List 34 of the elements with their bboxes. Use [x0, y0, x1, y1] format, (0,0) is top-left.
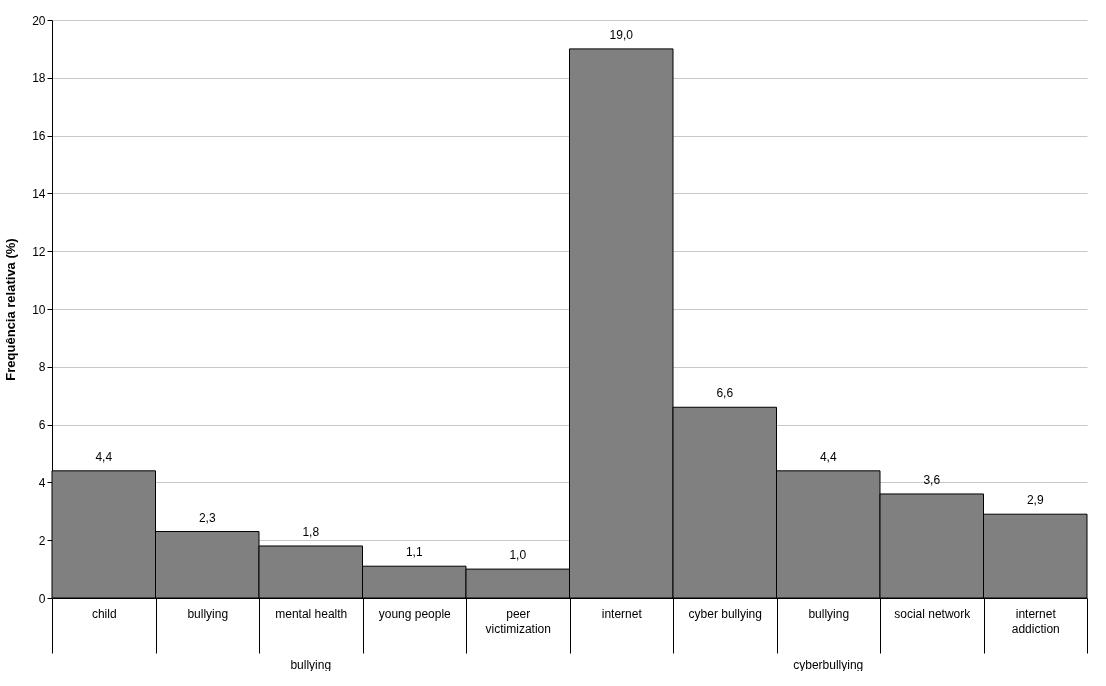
- data-label: 2,9: [1026, 493, 1044, 508]
- x-tick-label: internet addiction: [1011, 606, 1060, 636]
- y-tick-label: 14: [32, 186, 46, 201]
- x-tick-label: cyber bullying: [688, 606, 762, 621]
- y-tick-label: 4: [38, 475, 46, 490]
- data-label: 19,0: [609, 27, 634, 42]
- y-tick-label: 6: [38, 418, 46, 433]
- x-tick-label: mental health: [275, 606, 348, 621]
- data-label: 2,3: [198, 510, 216, 525]
- y-tick-label: 10: [32, 302, 46, 317]
- y-tick-label: 2: [38, 533, 46, 548]
- x-tick-label: bullying: [187, 606, 229, 621]
- x-tick-label: bullying: [808, 606, 850, 621]
- data-label: 6,6: [716, 386, 734, 401]
- y-tick-label: 0: [38, 591, 46, 606]
- y-axis-title: Frequência relativa (%): [3, 238, 19, 381]
- y-tick-label: 8: [38, 360, 46, 375]
- x-tick-label: peer victimization: [485, 606, 551, 636]
- data-label: 4,4: [819, 449, 837, 464]
- x-tick-label: social network: [894, 606, 972, 621]
- y-tick-label: 20: [32, 13, 46, 28]
- x-tick-label: young people: [378, 606, 452, 621]
- y-tick-label: 18: [32, 71, 46, 86]
- text: bullying: [290, 658, 332, 672]
- text: cyberbullying: [793, 658, 864, 672]
- x-tick-label: child: [91, 606, 117, 621]
- data-label: 1,8: [302, 524, 320, 539]
- data-label: 1,0: [509, 548, 527, 563]
- y-tick-label: 16: [32, 129, 46, 144]
- x-tick-label: internet: [601, 606, 643, 621]
- data-label: 1,1: [405, 545, 423, 560]
- data-label: 3,6: [923, 472, 941, 487]
- y-tick-label: 12: [32, 244, 46, 259]
- data-label: 4,4: [95, 449, 113, 464]
